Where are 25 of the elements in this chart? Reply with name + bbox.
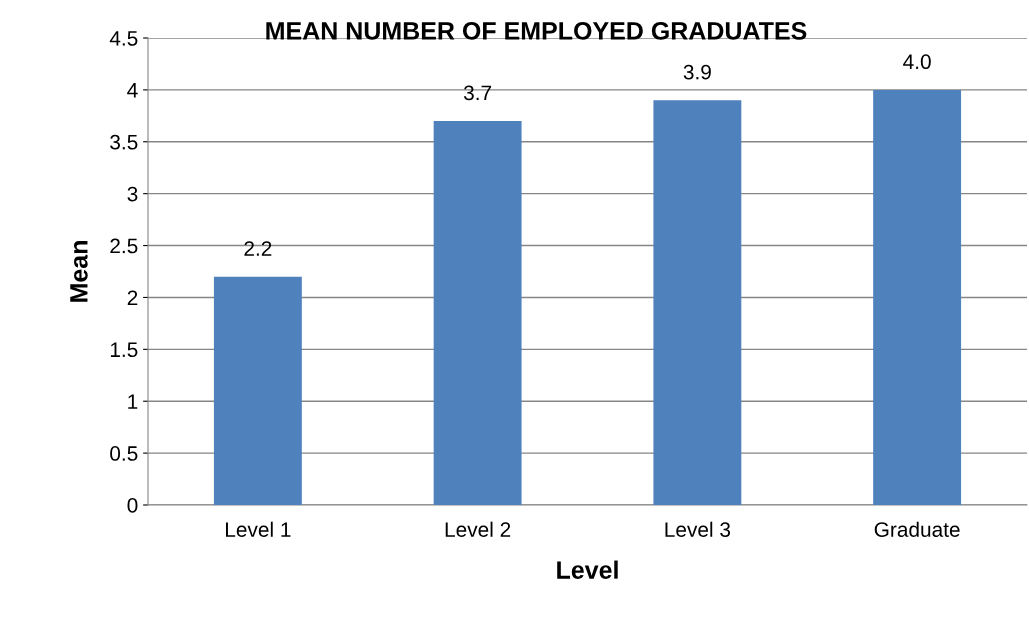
data-label: 3.9 [683, 64, 711, 80]
y-tick-label: 1.5 [110, 342, 138, 358]
y-tick-label: 1 [128, 394, 138, 409]
y-tick-label: 2 [127, 290, 138, 305]
y-tick-label: 2.5 [110, 238, 138, 254]
data-label: 4.0 [903, 54, 931, 70]
bar [653, 100, 742, 505]
y-axis-title: Mean [70, 241, 88, 302]
data-label: 3.7 [463, 85, 492, 101]
y-tick-label: 3 [127, 186, 138, 202]
x-tick-label: Level 2 [445, 521, 511, 537]
x-axis-title: Level [557, 560, 618, 579]
y-tick-label: 0 [127, 498, 138, 513]
data-label: 2.2 [244, 241, 272, 256]
chart-title: MEAN NUMBER OF EMPLOYED GRADUATES [266, 22, 807, 40]
y-tick-label: 0.5 [110, 446, 138, 461]
bar [433, 121, 522, 505]
x-tick-label: Level 1 [226, 521, 291, 537]
y-tick-label: 3.5 [110, 134, 138, 150]
y-tick-label: 4 [127, 83, 138, 98]
bar [213, 276, 302, 505]
bar [873, 89, 962, 505]
x-tick-label: Graduate [874, 521, 960, 537]
x-tick-label: Level 3 [665, 521, 731, 537]
y-tick-label: 4.5 [109, 31, 138, 46]
